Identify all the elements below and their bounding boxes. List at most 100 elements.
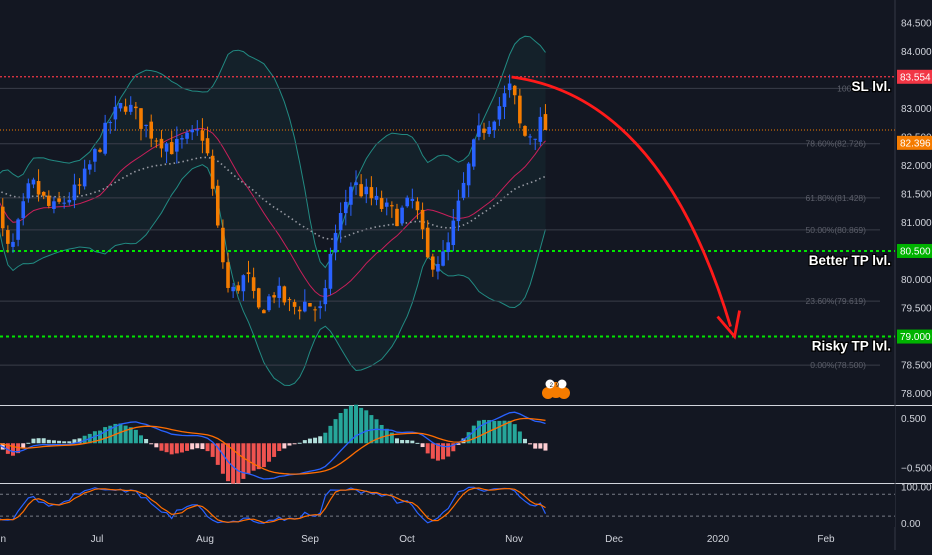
candle-body [466, 163, 471, 186]
candle [436, 256, 440, 280]
macd-histogram-bar [31, 438, 36, 444]
candle [482, 122, 486, 140]
candle [318, 300, 322, 319]
time-tick-label: Nov [505, 534, 523, 545]
candle-body [67, 199, 72, 203]
price-tick-label: 82.000 [901, 161, 932, 172]
macd-histogram-bar [522, 438, 527, 444]
candle-body [477, 125, 481, 137]
candle [190, 125, 194, 141]
candle [31, 177, 36, 189]
macd-histogram-bar [476, 420, 481, 444]
macd-histogram-bar [21, 443, 26, 449]
price-tick-label: 80.000 [901, 275, 932, 286]
candle [328, 247, 333, 295]
candle-body [395, 208, 399, 227]
candle-body [359, 184, 363, 197]
candle [226, 252, 230, 293]
candle [180, 134, 184, 149]
candle [16, 217, 20, 247]
macd-histogram-bar [92, 431, 97, 444]
candle [405, 195, 410, 208]
candle [149, 114, 154, 148]
candle-body [149, 121, 154, 139]
macd-histogram-bar [328, 425, 333, 444]
time-tick-label: Feb [817, 534, 835, 545]
candle-body [159, 138, 164, 149]
stoch-tick-label: 0.00 [901, 519, 921, 530]
candle-body [57, 198, 61, 202]
candle-body [451, 220, 456, 246]
macd-histogram-bar [72, 439, 77, 444]
candle [272, 292, 276, 304]
macd-histogram-bar [51, 440, 56, 444]
stoch-k-line [0, 486, 547, 524]
level-annotation: Risky TP lvl. [812, 339, 891, 354]
candle-body [195, 129, 200, 131]
candle-body [374, 195, 379, 200]
macd-histogram-bar [282, 443, 287, 449]
macd-histogram-bar [492, 420, 497, 444]
candle [62, 198, 66, 209]
macd-histogram-bar [533, 443, 538, 449]
candle [471, 138, 476, 170]
candle-body [441, 251, 445, 266]
macd-histogram-bar [200, 443, 205, 450]
candle-body [108, 122, 113, 124]
fib-level-label: 50.00%(80.869) [806, 225, 867, 235]
macd-histogram-bar [10, 443, 15, 456]
macd-histogram-bar [307, 438, 312, 444]
candle-body [487, 126, 491, 135]
candle [267, 293, 271, 312]
candle [543, 104, 548, 131]
candle [236, 281, 241, 294]
candle [461, 172, 466, 201]
macd-histogram-bar [113, 423, 118, 444]
candle-body [87, 164, 92, 170]
macd-histogram-bar [359, 407, 364, 444]
stoch-d-line [0, 487, 546, 524]
time-tick-label: Sep [301, 534, 319, 545]
candle [446, 232, 450, 261]
macd-histogram-bar [389, 432, 394, 444]
candle-body [52, 201, 56, 209]
macd-histogram-bar [507, 420, 512, 444]
macd-histogram-bar [435, 443, 440, 461]
macd-histogram-bar [497, 420, 502, 444]
candle-body [103, 122, 107, 154]
candle-body [328, 253, 333, 289]
candle [215, 179, 220, 228]
macd-histogram-bar [26, 442, 31, 444]
macd-signal-line [0, 417, 546, 475]
candle-body [420, 209, 425, 230]
candle [144, 124, 148, 138]
macd-histogram-bar [62, 441, 67, 444]
candle [93, 147, 97, 172]
projection-arrow-head [716, 310, 741, 340]
candle-body [456, 200, 461, 222]
macd-histogram-bar [256, 443, 261, 470]
candle [282, 285, 287, 306]
macd-histogram-bar [420, 443, 425, 448]
macd-histogram-bar [169, 443, 174, 455]
candle-body [390, 205, 394, 207]
macd-histogram-bar [190, 443, 195, 450]
candle-body [308, 303, 312, 307]
candle [451, 209, 456, 252]
candle [354, 170, 358, 195]
macd-histogram-bar [410, 440, 415, 444]
macd-tick-label: −0.500 [901, 464, 932, 475]
candle [323, 279, 328, 312]
candle [205, 126, 210, 156]
price-tag [897, 243, 932, 258]
candle-body [364, 186, 369, 195]
candle [0, 198, 5, 237]
candle [52, 196, 56, 214]
candle [369, 176, 374, 206]
candle [303, 289, 307, 313]
candle [431, 253, 435, 277]
candle-body [134, 106, 138, 109]
candle-body [47, 195, 51, 206]
macd-histogram-bar [292, 443, 297, 445]
